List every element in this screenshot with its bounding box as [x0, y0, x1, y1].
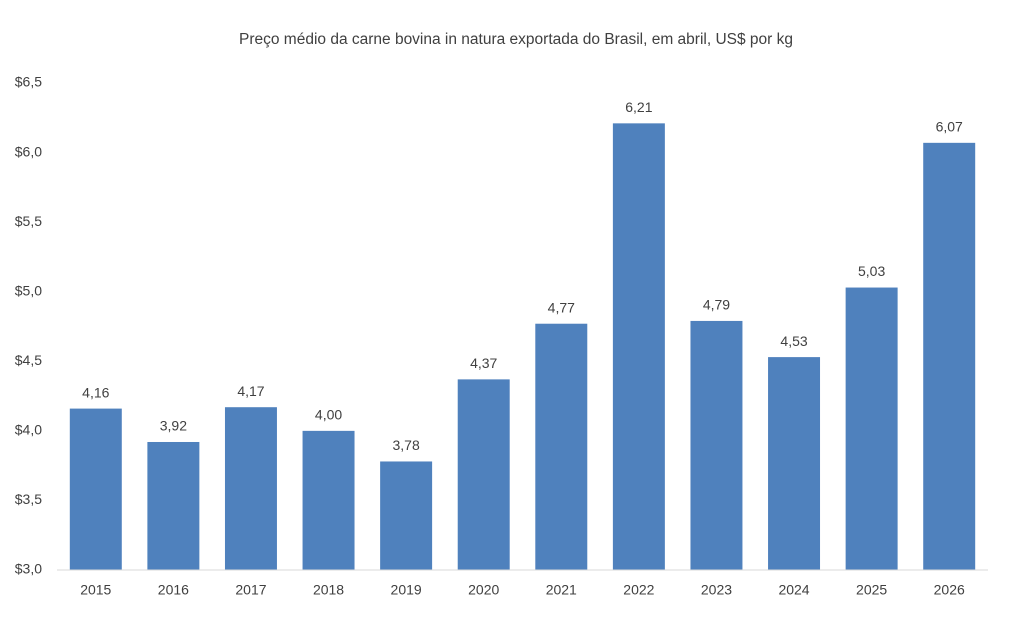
bar	[612, 123, 665, 570]
data-label: 4,79	[703, 297, 730, 313]
y-tick-label: $3,0	[15, 561, 42, 577]
chart-title: Preço médio da carne bovina in natura ex…	[239, 31, 793, 48]
data-label: 4,77	[548, 299, 575, 315]
x-tick-label: 2025	[856, 582, 887, 598]
y-tick-label: $5,5	[15, 213, 42, 229]
bar	[69, 408, 122, 570]
bar	[302, 430, 355, 570]
data-label: 6,07	[936, 119, 963, 135]
x-tick-label: 2015	[80, 582, 111, 598]
bar	[380, 461, 433, 570]
y-tick-label: $5,0	[15, 282, 42, 298]
y-tick-label: $6,5	[15, 74, 42, 90]
x-tick-label: 2023	[701, 582, 732, 598]
x-tick-label: 2026	[934, 582, 965, 598]
data-label: 4,17	[237, 383, 264, 399]
data-label: 4,53	[780, 333, 807, 349]
bar	[923, 142, 976, 570]
y-tick-label: $4,5	[15, 352, 42, 368]
y-tick-label: $4,0	[15, 422, 42, 438]
x-tick-label: 2017	[235, 582, 266, 598]
bar	[535, 323, 588, 570]
x-tick-label: 2024	[778, 582, 809, 598]
bar	[768, 357, 821, 570]
data-label: 3,92	[160, 418, 187, 434]
bar	[690, 320, 743, 570]
x-tick-label: 2021	[546, 582, 577, 598]
x-tick-label: 2019	[391, 582, 422, 598]
data-label: 4,16	[82, 384, 109, 400]
y-tick-label: $3,5	[15, 491, 42, 507]
x-tick-label: 2020	[468, 582, 499, 598]
bar	[147, 441, 200, 570]
x-tick-label: 2016	[158, 582, 189, 598]
data-label: 4,37	[470, 355, 497, 371]
x-tick-label: 2022	[623, 582, 654, 598]
y-tick-label: $6,0	[15, 143, 42, 159]
data-label: 3,78	[393, 437, 420, 453]
bar	[224, 407, 277, 570]
x-tick-label: 2018	[313, 582, 344, 598]
data-label: 5,03	[858, 263, 885, 279]
data-label: 6,21	[625, 99, 652, 115]
bar	[457, 379, 510, 570]
bar	[845, 287, 898, 570]
data-label: 4,00	[315, 407, 342, 423]
